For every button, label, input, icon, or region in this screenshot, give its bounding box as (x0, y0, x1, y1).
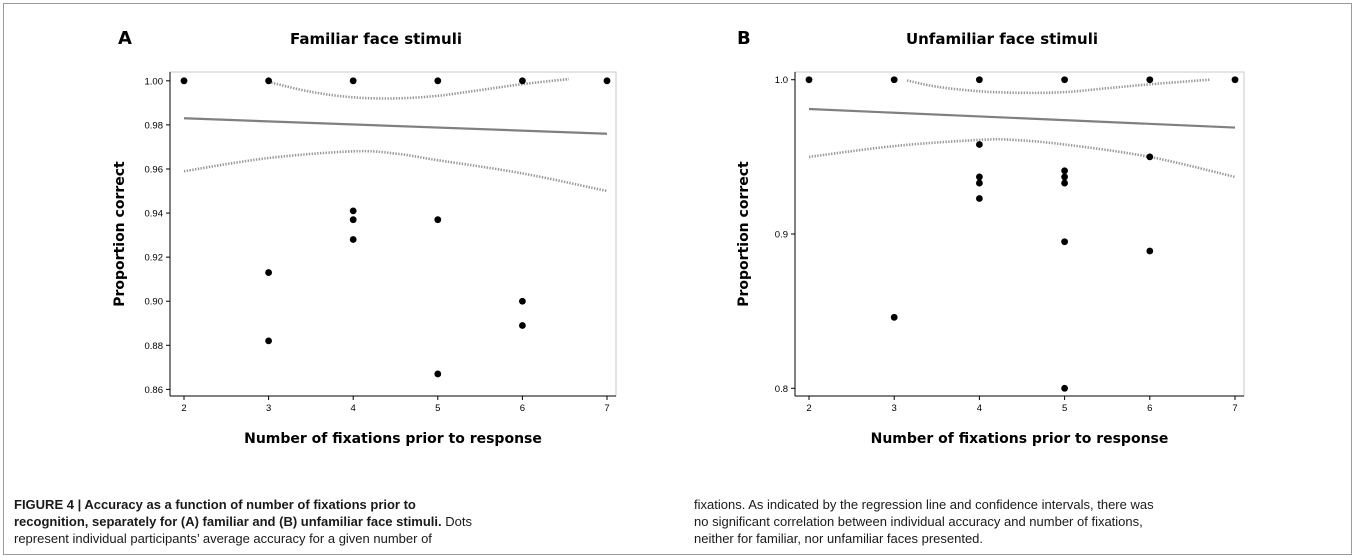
ci-lower-line (808, 137, 1236, 179)
chart-panel-b: 2 3 4 5 6 7 0.8 0.9 1.0 B Unfamiliar face stimuli N… (736, 28, 1245, 447)
x-tick-label: 6 (1147, 403, 1152, 414)
x-tick-label: 7 (604, 403, 609, 414)
caption-line: no significant correlation between indiv… (694, 514, 1143, 529)
y-tick-label: 0.92 (145, 253, 164, 264)
y-tick-label: 1.00 (145, 76, 164, 87)
figure-charts: 2 3 4 5 6 70.860.880.900.920.940.960.981.00A F… (112, 28, 1245, 447)
ci-upper-line (906, 78, 1210, 95)
data-point (1061, 76, 1068, 84)
y-tick-label: 0.86 (145, 385, 164, 396)
caption-line: neither for familiar, nor unfamiliar fac… (694, 531, 984, 546)
y-tick-label: 0.94 (145, 209, 164, 220)
panel-title: Familiar face stimuli (290, 30, 462, 48)
data-point (1061, 173, 1068, 181)
data-point (519, 77, 526, 85)
data-point (1061, 238, 1068, 246)
y-tick-label: 0.96 (145, 164, 164, 175)
data-point (519, 322, 526, 329)
y-tick-label: 0.90 (145, 297, 164, 308)
x-axis-label: Number of fixations prior to response (871, 431, 1169, 447)
data-point (890, 313, 898, 321)
data-point (349, 207, 357, 215)
ci-upper-line (268, 77, 570, 100)
y-tick-label: 0.8 (775, 384, 788, 395)
caption-line: FIGURE 4 | Accuracy as a function of num… (14, 497, 416, 512)
data-point (265, 337, 272, 345)
data-point (976, 141, 983, 148)
caption-line: recognition, separately for (A) familiar… (14, 514, 472, 529)
ci-lower-line (183, 149, 608, 193)
figure-frame (3, 3, 1352, 555)
data-point (1061, 384, 1068, 392)
data-point (976, 195, 983, 202)
x-axis-label: Number of fixations prior to response (244, 431, 542, 447)
data-point (180, 77, 188, 85)
data-point (349, 216, 357, 224)
data-point (1146, 247, 1154, 255)
x-tick-label: 3 (266, 403, 271, 414)
y-tick-label: 0.88 (145, 341, 164, 352)
panel-letter: B (737, 28, 751, 49)
caption-line: fixations. As indicated by the regressio… (694, 497, 1154, 512)
data-point (603, 77, 611, 85)
data-point (805, 76, 813, 84)
x-tick-label: 2 (181, 403, 186, 414)
data-point (1061, 179, 1068, 187)
data-point (1146, 76, 1154, 84)
data-point (519, 297, 526, 305)
data-point (434, 77, 442, 85)
regression-line (808, 107, 1236, 129)
y-axis-label: Proportion correct (736, 161, 752, 307)
data-point (1231, 76, 1239, 84)
chart-panel-a: 2 3 4 5 6 7 0.86 0.88 0.90 0.92 0.94 0.96 0.98 1.00 A F… (112, 28, 617, 447)
data-point (265, 269, 272, 276)
y-tick-label: 0.98 (145, 120, 164, 131)
x-tick-label: 4 (351, 403, 356, 414)
x-tick-label: 6 (520, 403, 525, 414)
regression-line (183, 117, 608, 135)
x-tick-label: 7 (1232, 403, 1237, 414)
panel-title: Unfamiliar face stimuli (906, 30, 1098, 48)
data-point (976, 179, 983, 187)
data-point (349, 77, 357, 85)
data-point (434, 370, 442, 378)
y-tick-label: 1.0 (775, 75, 788, 86)
caption-line: represent individual participants’ avera… (14, 531, 432, 546)
panel-letter: A (118, 28, 132, 49)
data-point (349, 236, 357, 243)
data-point (1061, 167, 1068, 175)
data-point (1146, 153, 1154, 161)
data-point (976, 173, 983, 181)
x-tick-label: 5 (1062, 403, 1067, 414)
y-tick-label: 0.9 (775, 230, 788, 241)
x-tick-label: 2 (806, 403, 811, 414)
data-point (434, 216, 442, 224)
data-point (976, 76, 983, 84)
caption-left: FIGURE 4 | Accuracy as a function of num… (14, 496, 674, 547)
caption-right: fixations. As indicated by the regressio… (694, 496, 1344, 547)
x-tick-label: 5 (435, 403, 440, 414)
x-tick-label: 3 (892, 403, 897, 414)
data-point (890, 76, 898, 84)
data-point (265, 77, 272, 85)
x-tick-label: 4 (977, 403, 982, 414)
plot-area (794, 71, 1245, 397)
y-axis-label: Proportion correct (112, 161, 128, 307)
